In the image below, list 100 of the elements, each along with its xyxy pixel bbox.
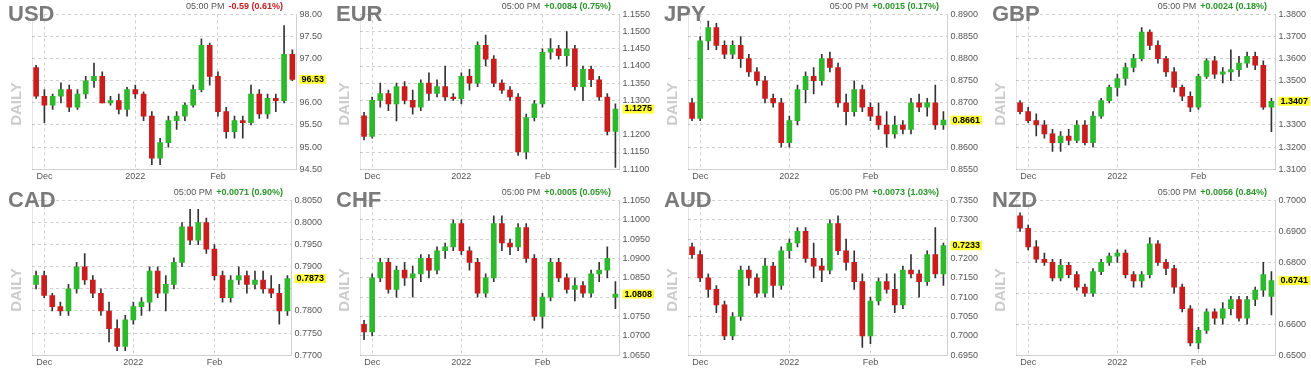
x-tick-label: Feb [1190, 357, 1207, 368]
y-tick-label: 1.0850 [622, 272, 650, 283]
y-tick-label: 1.3200 [1278, 141, 1306, 152]
candlestick [272, 93, 279, 113]
x-tick-label: 2022 [1107, 357, 1128, 368]
candlestick [239, 115, 246, 139]
y-tick-label: 0.6900 [1278, 225, 1306, 236]
x-tick-label: Dec [364, 171, 381, 182]
y-tick-label: 0.8750 [950, 75, 978, 86]
x-tick-label: 2022 [123, 357, 144, 368]
y-tick-label: 0.7050 [950, 310, 978, 321]
y-tick-label: 0.6600 [1278, 318, 1306, 329]
x-tick-label: Feb [210, 171, 226, 182]
y-tick-label: 96.00 [299, 97, 323, 108]
y-tick-label: 0.6500 [1278, 349, 1306, 360]
y-tick-label: 1.1000 [622, 214, 650, 225]
x-tick-label: Dec [364, 357, 381, 368]
chart-title: CHF [336, 187, 382, 212]
text: +0.0005 (0.05%) [544, 187, 611, 197]
text: 1.0808 [624, 288, 652, 299]
y-tick-label: 0.8700 [950, 97, 978, 108]
y-tick-label: 0.7700 [294, 349, 322, 360]
x-tick-label: 2022 [451, 357, 472, 368]
y-tick-label: 1.3600 [1278, 53, 1306, 64]
chart-title: EUR [336, 1, 383, 26]
y-tick-label: 1.0750 [622, 310, 650, 321]
y-tick-label: 1.1200 [622, 129, 650, 140]
text: 1.3407 [1280, 95, 1308, 106]
y-tick-label: 1.1300 [622, 94, 650, 105]
chart-title: USD [8, 1, 55, 26]
x-tick-label: Feb [206, 357, 223, 368]
y-tick-label: 0.8600 [950, 141, 978, 152]
y-tick-label: 1.1350 [622, 77, 650, 88]
text: +0.0056 (0.84%) [1200, 187, 1267, 197]
candlestick [1228, 49, 1234, 82]
y-tick-label: 1.1150 [622, 146, 650, 157]
chart-subtitle: 05:00 PM [501, 187, 541, 197]
y-tick-label: 0.7750 [294, 327, 322, 338]
x-tick-label: Dec [692, 357, 709, 368]
y-tick-label: 1.3100 [1278, 163, 1306, 174]
chart-subtitle: 05:00 PM [501, 1, 541, 11]
y-tick-label: 1.0650 [622, 349, 650, 360]
y-tick-label: 98.00 [299, 8, 323, 19]
text: +0.0024 (0.18%) [1200, 1, 1267, 11]
y-tick-label: 0.7300 [950, 214, 978, 225]
y-tick-label: 1.3300 [1278, 119, 1306, 130]
chart-subtitle: 05:00 PM [1157, 187, 1197, 197]
y-tick-label: 97.50 [299, 31, 323, 41]
candlestick [563, 31, 570, 67]
y-tick-label: 0.6950 [950, 349, 978, 360]
chart-title: CAD [8, 187, 56, 212]
text: 0.8661 [952, 114, 980, 125]
y-tick-label: 0.8850 [950, 31, 978, 41]
x-tick-label: Feb [534, 171, 551, 182]
chart-title: GBP [992, 1, 1040, 26]
x-tick-label: Feb [862, 357, 879, 368]
x-tick-label: Feb [862, 171, 879, 182]
chart-title: NZD [992, 187, 1038, 212]
text: -0.59 (0.61%) [228, 1, 283, 11]
y-tick-label: 97.00 [299, 53, 323, 64]
x-tick-label: Dec [1020, 357, 1037, 368]
y-tick-label: 95.00 [299, 141, 323, 152]
x-tick-label: Feb [1190, 171, 1207, 182]
text: 96.53 [301, 73, 325, 84]
text: 0.6741 [1280, 275, 1308, 286]
x-tick-label: 2022 [779, 357, 800, 368]
y-tick-label: 0.8000 [294, 217, 322, 227]
y-tick-label: 0.8050 [294, 194, 322, 205]
y-tick-label: 0.7900 [294, 261, 322, 272]
candlestick [908, 254, 914, 279]
y-tick-label: 0.7800 [294, 305, 322, 316]
y-tick-label: 1.1050 [622, 194, 650, 205]
y-tick-label: 0.7150 [950, 272, 978, 283]
y-tick-label: 1.0900 [622, 252, 650, 263]
y-tick-label: 94.50 [299, 163, 323, 174]
x-tick-label: Dec [36, 357, 53, 368]
y-tick-label: 0.7000 [950, 330, 978, 341]
chart-title: AUD [664, 187, 712, 212]
text: 1.1275 [624, 103, 652, 114]
y-tick-label: 0.7950 [294, 239, 322, 250]
y-tick-label: 95.50 [299, 119, 323, 130]
x-tick-label: 2022 [125, 171, 146, 182]
x-tick-label: Dec [1020, 171, 1037, 182]
y-tick-label: 1.1100 [622, 163, 650, 174]
y-tick-label: 0.8900 [950, 8, 978, 19]
chart-subtitle: 05:00 PM [829, 187, 869, 197]
y-tick-label: 0.8550 [950, 163, 978, 174]
candlestick [596, 261, 603, 282]
x-tick-label: 2022 [451, 171, 472, 182]
candlestick [572, 277, 578, 302]
y-tick-label: 0.8800 [950, 53, 978, 64]
y-tick-label: 1.1500 [622, 26, 650, 37]
y-tick-label: 1.1450 [622, 43, 650, 54]
x-tick-label: 2022 [1107, 171, 1128, 182]
text: +0.0084 (0.75%) [544, 1, 611, 11]
y-tick-label: 1.3700 [1278, 31, 1306, 41]
chart-subtitle: 05:00 PM [173, 187, 213, 197]
y-tick-label: 0.7100 [950, 291, 978, 302]
y-tick-label: 1.3800 [1278, 8, 1306, 19]
candlestick [409, 265, 416, 298]
